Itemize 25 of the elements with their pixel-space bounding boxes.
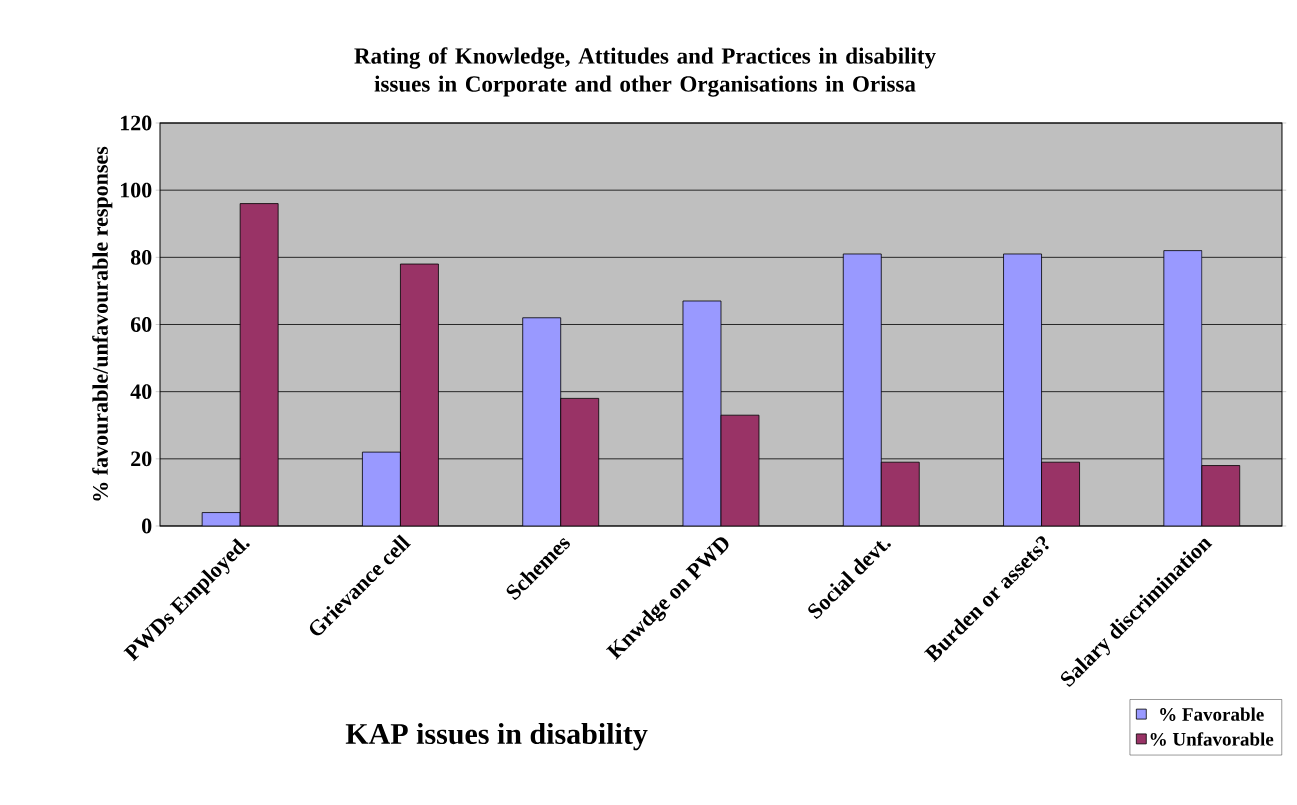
bar: [1041, 461, 1080, 526]
y-tick-label: 0: [142, 518, 152, 534]
y-tick-label: 20: [131, 451, 152, 467]
y-tick-label: 60: [130, 317, 152, 332]
y-tick-label: 120: [120, 115, 152, 131]
bar: [1201, 465, 1241, 526]
bar: [522, 317, 562, 526]
bar: [400, 263, 439, 526]
bar: [1163, 250, 1203, 526]
legend-label: % Unfavorable: [1150, 732, 1274, 746]
bar: [560, 397, 600, 526]
bar: [239, 203, 279, 526]
bar: [842, 253, 882, 526]
y-tick-label: 80: [130, 249, 152, 265]
y-tick-label: 100: [120, 182, 152, 198]
y-axis-title: % favourable/unfavourable responses: [92, 146, 113, 501]
bar: [362, 451, 401, 526]
y-tick-label: 40: [130, 384, 152, 400]
legend-label: % Favorable: [1160, 707, 1264, 721]
bar: [720, 414, 760, 526]
chart-title: Rating of Knowledge, Attitudes and Practices in disability issues in Corporate and other Organisations in Orissa: [354, 47, 936, 97]
bar: [1003, 253, 1042, 526]
bar: [682, 300, 722, 526]
x-axis-title: KAP issues in disability: [345, 722, 648, 751]
bar: [880, 461, 920, 526]
